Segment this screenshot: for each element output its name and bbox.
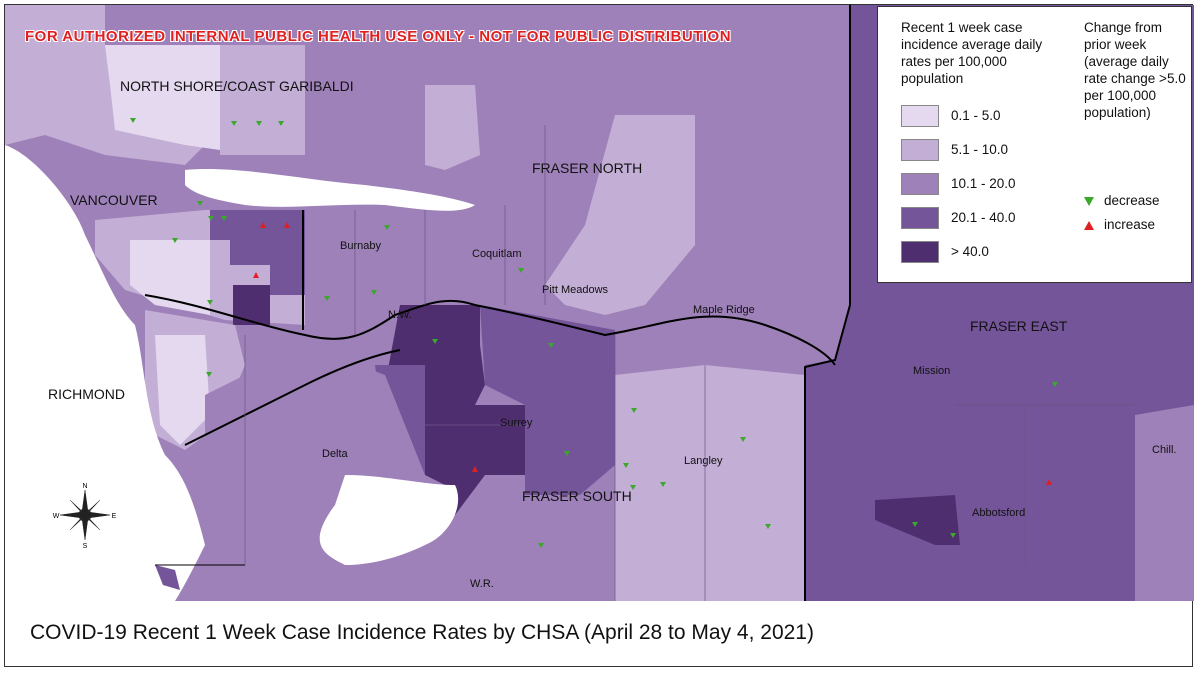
community-label-nw: N.W.	[388, 309, 412, 321]
community-label-chilliwack: Chill.	[1152, 444, 1177, 456]
legend-class-label-5: > 40.0	[951, 244, 989, 259]
legend-title: Recent 1 week case incidence average dai…	[901, 20, 1043, 86]
map-caption: COVID-19 Recent 1 Week Case Incidence Ra…	[30, 621, 814, 644]
community-label-abbotsford: Abbotsford	[972, 507, 1026, 519]
vancouver-east-dark	[210, 210, 305, 295]
south-surrey-area	[535, 465, 615, 601]
region-label-fraser-north: FRASER NORTH	[532, 160, 643, 176]
river-south-arm	[184, 349, 401, 446]
north-vancouver	[220, 45, 305, 155]
strait-of-georgia-water	[5, 145, 205, 601]
community-label-maple-ridge: Maple Ridge	[693, 304, 755, 316]
delta-area	[205, 345, 445, 565]
richmond-light	[155, 335, 210, 445]
surrey-east-dark	[480, 305, 615, 495]
legend-swatch-1	[901, 105, 939, 127]
north-mountain-light	[425, 85, 480, 170]
compass-w: W	[53, 513, 60, 520]
region-label-vancouver: VANCOUVER	[70, 192, 158, 208]
region-label-richmond: RICHMOND	[48, 386, 125, 402]
legend-swatch-4	[901, 207, 939, 229]
legend-increase-label: increase	[1104, 217, 1156, 232]
choropleth-map	[5, 5, 1194, 601]
legend-swatch-2	[901, 139, 939, 161]
pitt-meadows-area	[545, 115, 695, 315]
community-label-delta: Delta	[322, 448, 348, 460]
legend-class-label-1: 0.1 - 5.0	[951, 108, 1001, 123]
community-label-burnaby: Burnaby	[340, 240, 381, 252]
community-label-mission: Mission	[913, 365, 951, 377]
legend-increase: increase	[1084, 217, 1155, 232]
legend-class-label-4: 20.1 - 40.0	[951, 210, 1016, 225]
community-label-pitt-meadows: Pitt Meadows	[542, 284, 609, 296]
legend-swatch-5	[901, 241, 939, 263]
legend-class-label-3: 10.1 - 20.0	[951, 176, 1016, 191]
north-shore-light	[105, 45, 220, 150]
increase-triangle-icon	[1084, 220, 1094, 230]
legend-decrease-label: decrease	[1104, 193, 1160, 208]
community-label-surrey: Surrey	[500, 417, 533, 429]
chsa-borders	[244, 125, 1135, 601]
legend-swatch-3	[901, 173, 939, 195]
vancouver-southeast-darkest	[233, 285, 270, 325]
region-label-north-shore: NORTH SHORE/COAST GARIBALDI	[120, 78, 354, 94]
region-label-fraser-south: FRASER SOUTH	[522, 488, 632, 504]
decrease-triangle-icon	[1084, 196, 1094, 206]
fraser-river	[144, 294, 836, 366]
small-island	[155, 565, 180, 590]
langley-area	[615, 365, 805, 601]
legend-decrease: decrease	[1084, 193, 1160, 208]
legend-class-label-2: 5.1 - 10.0	[951, 142, 1009, 157]
restricted-use-banner: FOR AUTHORIZED INTERNAL PUBLIC HEALTH US…	[25, 28, 732, 45]
compass-e: E	[112, 513, 117, 520]
abbotsford-west-darkest	[875, 495, 960, 545]
compass-n: N	[82, 483, 87, 490]
compass-rose-icon: N S E W	[53, 483, 117, 548]
fraser-east-boundary	[804, 5, 851, 601]
legend-change-title: Change from prior week (average daily ra…	[1084, 20, 1186, 120]
boundary-bay-water	[319, 475, 459, 565]
burrard-inlet-water	[185, 168, 475, 211]
compass-s: S	[83, 543, 88, 548]
community-label-wr: W.R.	[470, 578, 494, 590]
chilliwack-area	[1135, 405, 1194, 601]
surrey-north-darkest	[385, 305, 525, 515]
community-label-langley: Langley	[684, 455, 723, 467]
community-label-coquitlam: Coquitlam	[472, 248, 522, 260]
region-label-fraser-east: FRASER EAST	[970, 318, 1068, 334]
map-legend: Recent 1 week case incidence average dai…	[877, 6, 1192, 283]
